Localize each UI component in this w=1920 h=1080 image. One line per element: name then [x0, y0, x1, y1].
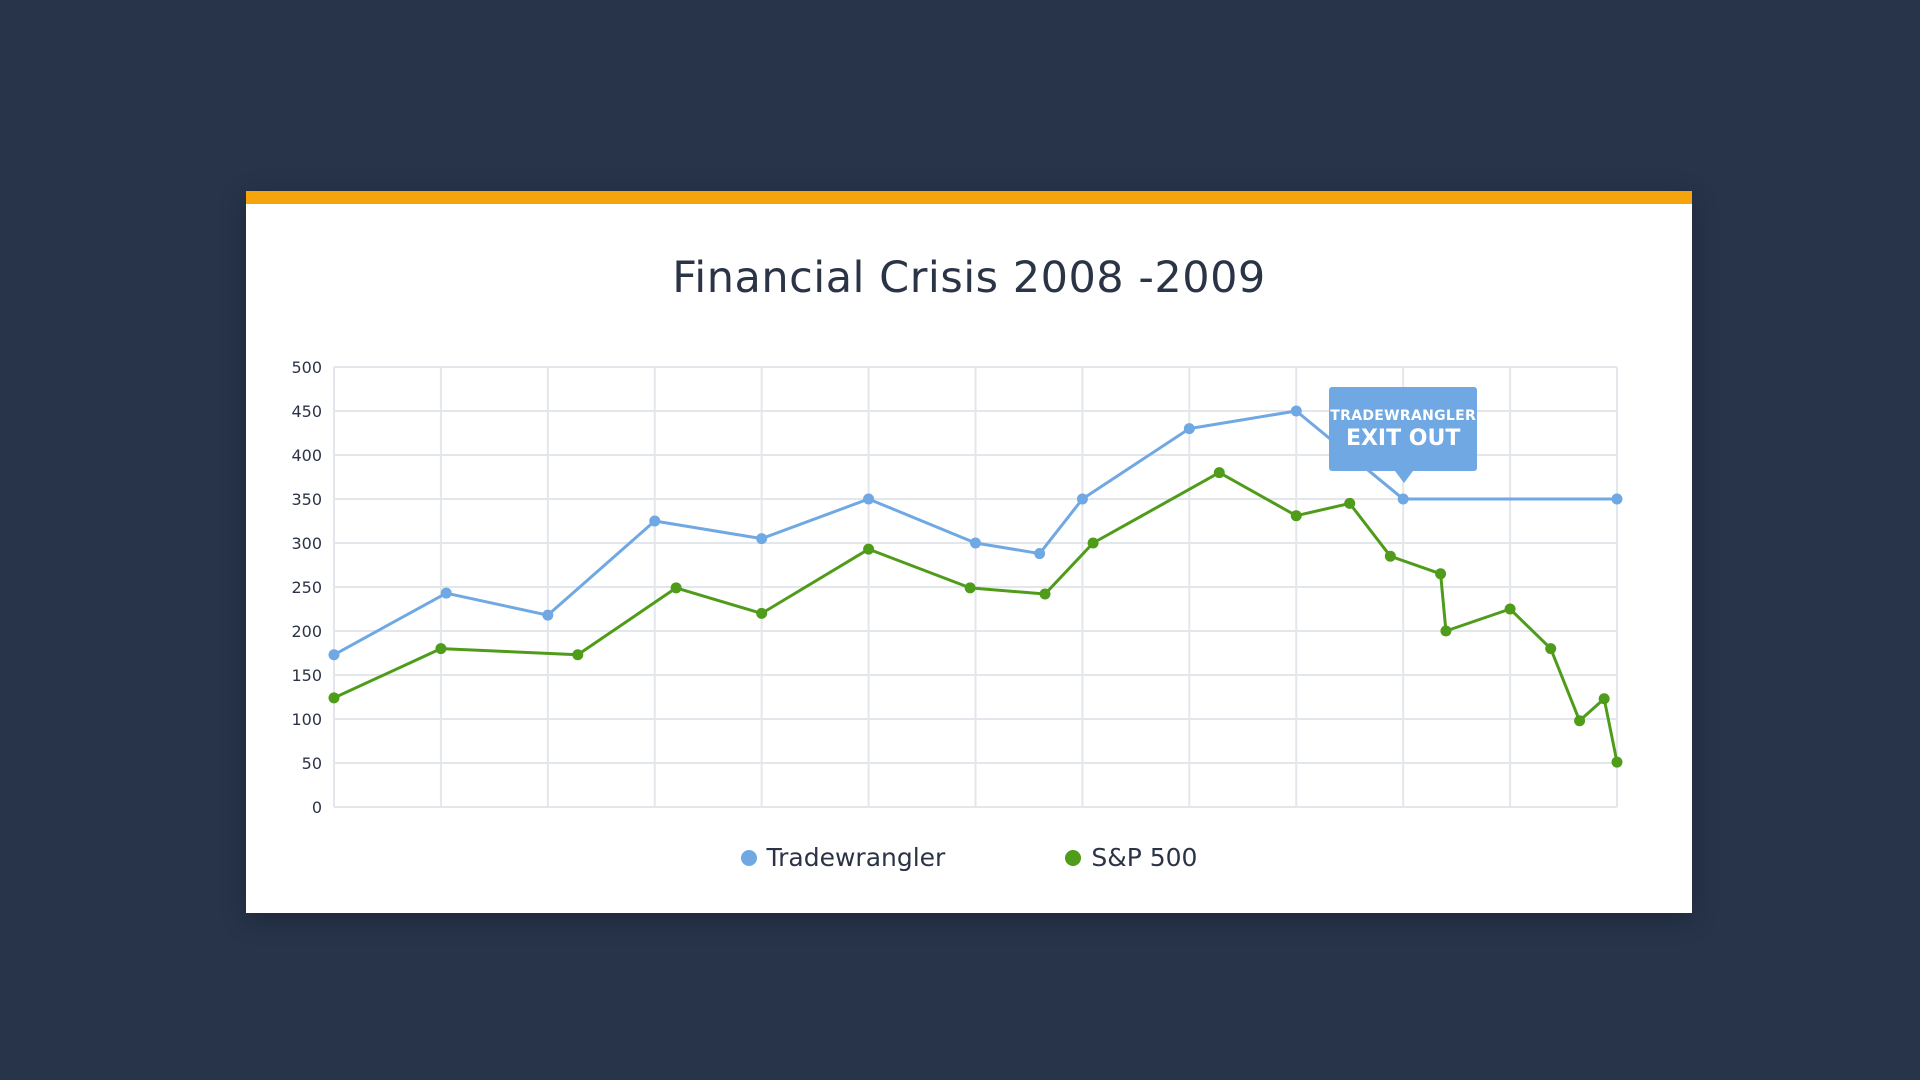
data-point-tradewrangler [863, 493, 875, 505]
data-point-tradewrangler [440, 587, 452, 599]
y-tick-label: 50 [302, 754, 322, 773]
data-point-tradewrangler [1290, 405, 1302, 417]
data-point-s-p-500 [1504, 603, 1516, 615]
accent-bar [246, 191, 1692, 204]
legend-item-sp500[interactable]: S&P 500 [1065, 843, 1197, 872]
callout-label: EXIT OUT [1345, 426, 1461, 451]
data-point-s-p-500 [1344, 497, 1356, 509]
data-point-tradewrangler [328, 649, 340, 661]
data-point-s-p-500 [756, 607, 768, 619]
y-tick-label: 400 [291, 446, 322, 465]
line-chart: 0 50 100 150 200 250 300 350 400 450 500 [291, 358, 1623, 817]
data-point-s-p-500 [1611, 756, 1623, 768]
y-tick-label: 350 [291, 490, 322, 509]
data-point-s-p-500 [1574, 715, 1586, 727]
legend-item-tradewrangler[interactable]: Tradewrangler [740, 843, 946, 872]
data-point-s-p-500 [1087, 537, 1099, 549]
data-point-tradewrangler [1611, 493, 1623, 505]
data-point-tradewrangler [1034, 548, 1046, 560]
data-point-s-p-500 [863, 543, 875, 555]
data-point-tradewrangler [756, 533, 768, 545]
data-point-tradewrangler [542, 609, 554, 621]
data-point-s-p-500 [1440, 625, 1452, 637]
y-tick-label: 500 [291, 358, 322, 377]
y-tick-label: 300 [291, 534, 322, 553]
exit-callout: TRADEWRANGLER EXIT OUT [1329, 387, 1478, 483]
data-point-s-p-500 [964, 582, 976, 594]
y-tick-label: 250 [291, 578, 322, 597]
y-tick-label: 200 [291, 622, 322, 641]
legend-label-tradewrangler: Tradewrangler [766, 843, 946, 872]
callout-pointer [1395, 471, 1414, 483]
y-tick-label: 0 [312, 798, 322, 817]
y-tick-label: 100 [291, 710, 322, 729]
legend-label-sp500: S&P 500 [1091, 843, 1198, 872]
data-point-s-p-500 [1039, 588, 1051, 600]
data-point-s-p-500 [1213, 467, 1225, 479]
y-tick-label: 150 [291, 666, 322, 685]
data-point-s-p-500 [1598, 693, 1610, 705]
data-point-s-p-500 [572, 649, 584, 661]
y-tick-label: 450 [291, 402, 322, 421]
legend-marker-tradewrangler [740, 849, 757, 866]
data-point-tradewrangler [970, 537, 981, 549]
chart-title: Financial Crisis 2008 -2009 [672, 253, 1266, 303]
legend: Tradewrangler S&P 500 [246, 843, 1692, 872]
data-point-s-p-500 [1290, 510, 1302, 522]
data-point-tradewrangler [1076, 493, 1088, 505]
data-point-s-p-500 [1384, 550, 1396, 562]
chart-card: Financial Crisis 2008 -2009 0 50 100 150 200… [246, 191, 1692, 913]
series-line-s-p-500 [333, 471, 1619, 763]
callout-brand: TRADEWRANGLER [1330, 408, 1477, 424]
data-point-s-p-500 [328, 692, 340, 704]
data-point-s-p-500 [1435, 568, 1447, 580]
data-point-s-p-500 [1545, 643, 1557, 655]
data-point-tradewrangler [1183, 423, 1195, 435]
legend-marker-sp500 [1065, 849, 1082, 866]
data-point-s-p-500 [435, 643, 447, 655]
data-point-tradewrangler [1397, 493, 1409, 505]
data-point-tradewrangler [649, 515, 661, 527]
data-point-s-p-500 [670, 582, 682, 594]
